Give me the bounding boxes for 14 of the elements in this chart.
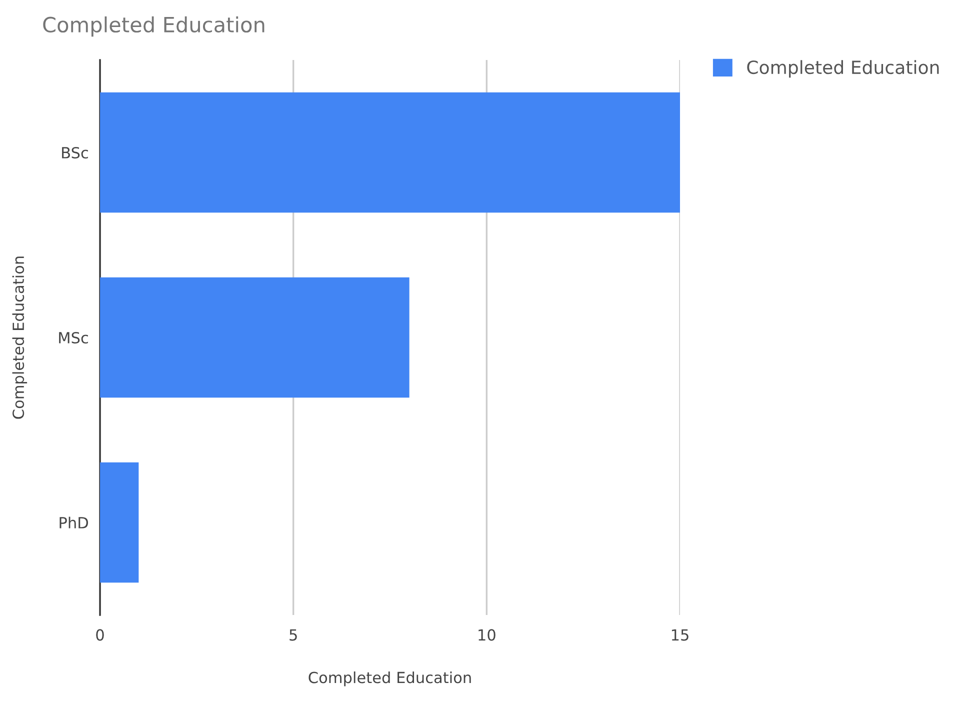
bar [100,92,680,213]
y-tick-label: PhD [60,516,88,528]
x-tick-label: 10 [478,629,496,641]
x-tick-label: 0 [96,629,104,641]
x-axis-title: Completed Education [308,671,471,686]
y-tick-label: MSc [59,332,88,344]
y-axis-title: Completed Education [12,256,28,419]
legend-label: Completed Education [747,60,939,78]
bar [100,277,410,398]
y-tick-label: BSc [62,146,88,159]
x-tick-label: 5 [290,629,297,641]
bar [100,462,139,583]
x-tick-label: 15 [672,629,688,641]
chart-title: Completed Education [43,16,264,37]
